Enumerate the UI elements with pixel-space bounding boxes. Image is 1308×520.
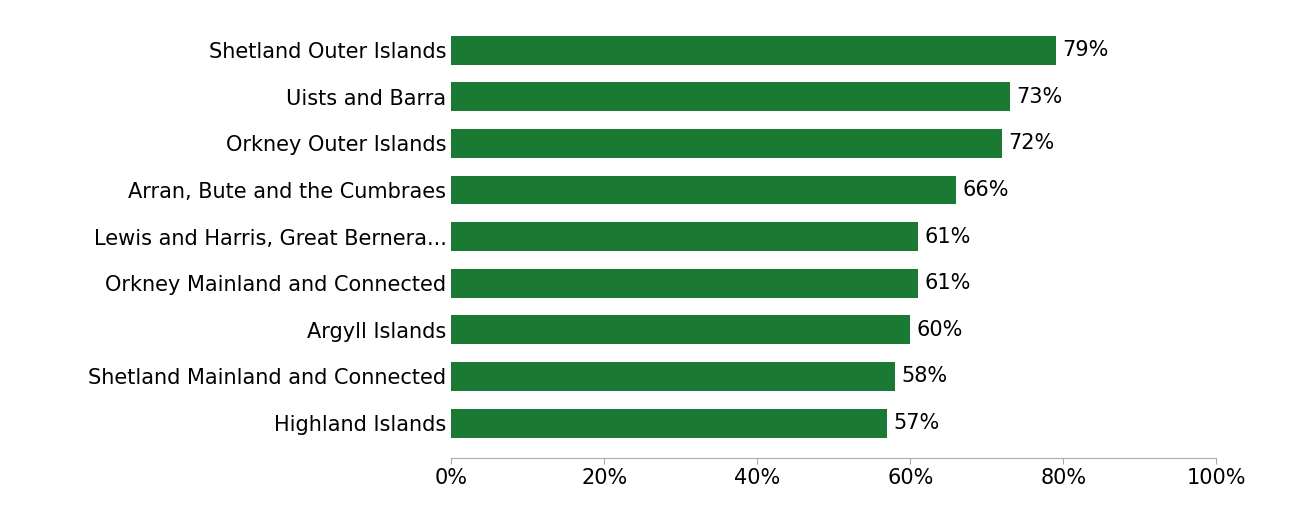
Bar xyxy=(451,82,1010,111)
Text: 60%: 60% xyxy=(917,320,963,340)
Bar xyxy=(451,269,918,297)
Bar xyxy=(451,315,910,344)
Text: 61%: 61% xyxy=(925,227,971,246)
Bar xyxy=(451,176,956,204)
Text: 73%: 73% xyxy=(1016,87,1062,107)
Bar xyxy=(451,129,1002,158)
Text: 66%: 66% xyxy=(963,180,1008,200)
Text: 72%: 72% xyxy=(1008,133,1054,153)
Text: 79%: 79% xyxy=(1062,40,1108,60)
Bar xyxy=(451,36,1056,64)
Text: 57%: 57% xyxy=(893,413,939,433)
Bar xyxy=(451,409,887,437)
Bar xyxy=(451,362,895,391)
Text: 61%: 61% xyxy=(925,273,971,293)
Bar xyxy=(451,222,918,251)
Text: 58%: 58% xyxy=(901,367,947,386)
